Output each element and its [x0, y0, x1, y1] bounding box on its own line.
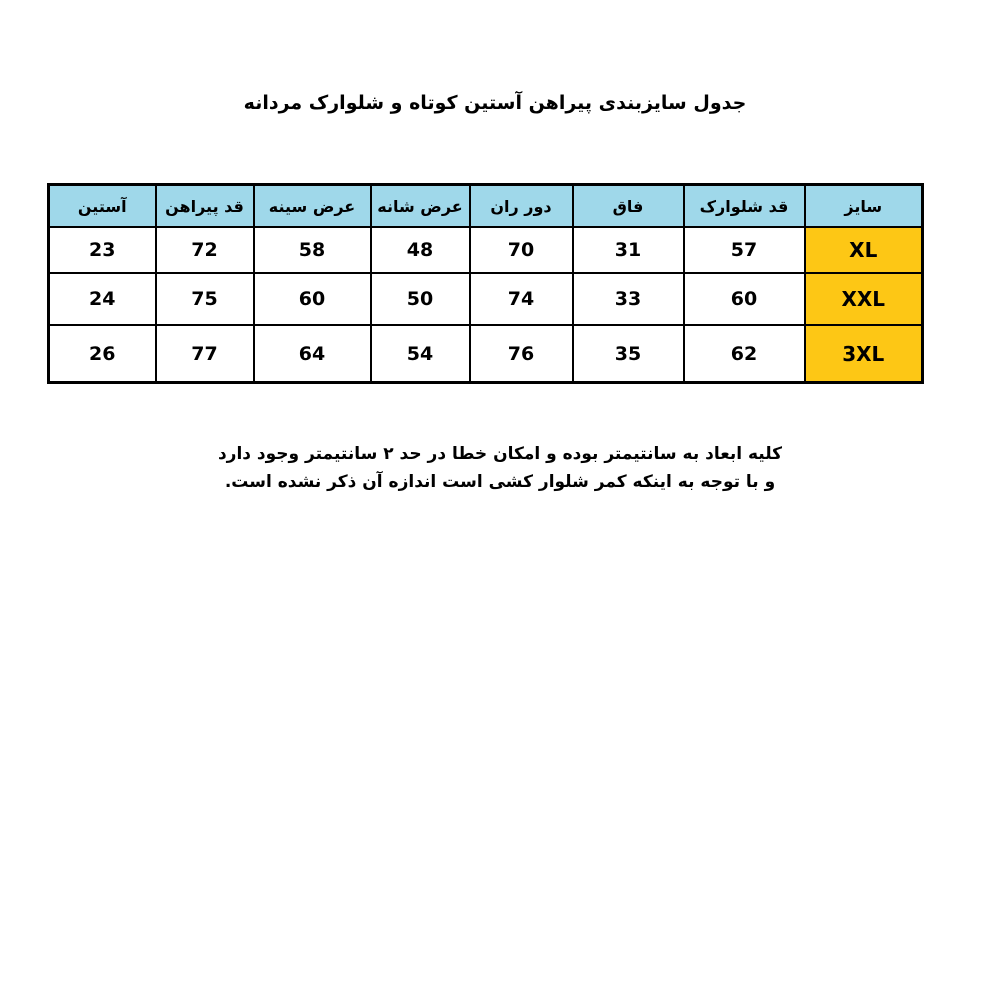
- note-text: کلیه ابعاد به سانتیمتر بوده و امکان خطا …: [200, 440, 800, 496]
- table-cell: 62: [682, 324, 806, 384]
- table-cell: 77: [154, 324, 255, 384]
- table-row: 3XL 62 35 76 54 64 77 26: [47, 324, 924, 384]
- table-cell: 33: [571, 272, 685, 326]
- size-chart-table: سایز قد شلوارک فاق دور ران عرض شانه عرض سینه ق…: [47, 183, 924, 384]
- table-cell: 54: [369, 324, 471, 384]
- note-line: و با توجه به اینکه کمر شلوار کشی است اند…: [224, 472, 776, 492]
- table-cell: 60: [252, 272, 372, 326]
- column-header: دور ران: [468, 183, 574, 228]
- table-row: XXL 60 33 74 50 60 75 24: [47, 272, 924, 326]
- table-header-row: سایز قد شلوارک فاق دور ران عرض شانه عرض سینه ق…: [47, 183, 924, 228]
- table-cell: 64: [252, 324, 372, 384]
- table-cell: 35: [571, 324, 685, 384]
- column-header: سایز: [803, 183, 924, 228]
- column-header: عرض سینه: [252, 183, 372, 228]
- column-header: فاق: [571, 183, 685, 228]
- table-cell: 23: [47, 226, 157, 274]
- table-cell: 76: [468, 324, 574, 384]
- page-title: جدول سایزبندی پیراهن آستین کوتاه و شلوار…: [243, 92, 747, 114]
- table-cell: 50: [369, 272, 471, 326]
- table-cell: 74: [468, 272, 574, 326]
- column-header: قد پیراهن: [154, 183, 255, 228]
- table-cell: 72: [154, 226, 255, 274]
- table-cell: 26: [47, 324, 157, 384]
- table-cell: 48: [369, 226, 471, 274]
- table-cell: 60: [682, 272, 806, 326]
- column-header: عرض شانه: [369, 183, 471, 228]
- table-row: XL 57 31 70 48 58 72 23: [47, 226, 924, 274]
- table-cell: 75: [154, 272, 255, 326]
- size-cell: 3XL: [803, 324, 924, 384]
- column-header: قد شلوارک: [682, 183, 806, 228]
- table-cell: 70: [468, 226, 574, 274]
- size-cell: XL: [803, 226, 924, 274]
- column-header: آستین: [47, 183, 157, 228]
- table-cell: 24: [47, 272, 157, 326]
- table-cell: 57: [682, 226, 806, 274]
- size-cell: XXL: [803, 272, 924, 326]
- table-cell: 31: [571, 226, 685, 274]
- note-line: کلیه ابعاد به سانتیمتر بوده و امکان خطا …: [217, 444, 783, 464]
- table-cell: 58: [252, 226, 372, 274]
